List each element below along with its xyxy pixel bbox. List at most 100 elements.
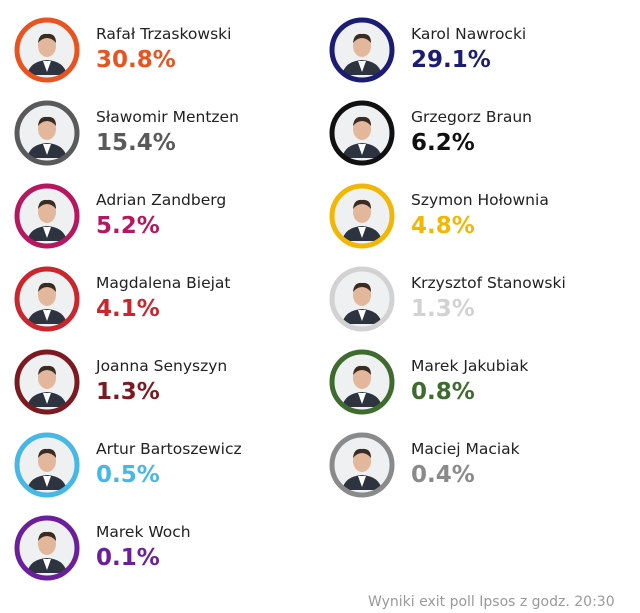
photo-head bbox=[38, 450, 56, 472]
candidate-card: Sławomir Mentzen 15.4% bbox=[14, 100, 314, 172]
photo-hair bbox=[353, 116, 371, 126]
candidate-photo bbox=[14, 17, 80, 83]
photo-head bbox=[38, 533, 56, 555]
candidate-photo bbox=[14, 266, 80, 332]
photo-head bbox=[353, 450, 371, 472]
photo-shirt bbox=[358, 393, 366, 404]
photo-ring bbox=[329, 266, 395, 332]
candidate-card: Marek Jakubiak 0.8% bbox=[329, 349, 629, 421]
photo-head bbox=[38, 35, 56, 57]
candidate-name: Artur Bartoszewicz bbox=[96, 440, 242, 458]
photo-shirt bbox=[358, 476, 366, 487]
candidate-photo bbox=[14, 100, 80, 166]
photo-ring bbox=[14, 17, 80, 83]
candidate-photo bbox=[329, 17, 395, 83]
photo-head bbox=[353, 367, 371, 389]
candidate-card: Karol Nawrocki 29.1% bbox=[329, 17, 629, 89]
candidate-name: Joanna Senyszyn bbox=[96, 357, 228, 375]
photo-shirt bbox=[43, 61, 51, 72]
candidate-result: 1.3% bbox=[411, 296, 475, 322]
candidate-result: 4.8% bbox=[411, 213, 475, 239]
photo-head bbox=[353, 35, 371, 57]
candidate-name: Maciej Maciak bbox=[411, 440, 520, 458]
candidate-name: Grzegorz Braun bbox=[411, 108, 532, 126]
candidate-card: Maciej Maciak 0.4% bbox=[329, 432, 629, 504]
photo-shirt bbox=[43, 310, 51, 321]
photo-hair bbox=[38, 33, 56, 43]
photo-head bbox=[38, 284, 56, 306]
photo-ring bbox=[14, 100, 80, 166]
photo-ring bbox=[14, 183, 80, 249]
candidate-photo bbox=[329, 266, 395, 332]
photo-shirt bbox=[43, 476, 51, 487]
candidate-name: Marek Woch bbox=[96, 523, 191, 541]
photo-hair bbox=[38, 282, 56, 292]
photo-ring bbox=[14, 349, 80, 415]
photo-hair bbox=[353, 199, 371, 209]
candidate-card: Krzysztof Stanowski 1.3% bbox=[329, 266, 629, 338]
candidate-card: Artur Bartoszewicz 0.5% bbox=[14, 432, 314, 504]
candidate-result: 0.1% bbox=[96, 545, 160, 571]
candidate-card: Grzegorz Braun 6.2% bbox=[329, 100, 629, 172]
candidate-result: 0.8% bbox=[411, 379, 475, 405]
candidate-result: 30.8% bbox=[96, 47, 176, 73]
photo-shirt bbox=[358, 61, 366, 72]
candidate-photo bbox=[329, 183, 395, 249]
candidate-photo bbox=[14, 349, 80, 415]
photo-shirt bbox=[43, 559, 51, 570]
candidate-photo bbox=[14, 432, 80, 498]
candidate-result: 0.5% bbox=[96, 462, 160, 488]
photo-ring bbox=[329, 432, 395, 498]
candidate-card: Szymon Hołownia 4.8% bbox=[329, 183, 629, 255]
candidate-name: Szymon Hołownia bbox=[411, 191, 549, 209]
candidate-result: 4.1% bbox=[96, 296, 160, 322]
photo-shirt bbox=[358, 310, 366, 321]
photo-head bbox=[38, 201, 56, 223]
photo-shirt bbox=[358, 227, 366, 238]
photo-hair bbox=[353, 365, 371, 375]
photo-hair bbox=[353, 33, 371, 43]
candidate-card: Adrian Zandberg 5.2% bbox=[14, 183, 314, 255]
photo-hair bbox=[353, 282, 371, 292]
photo-ring bbox=[14, 515, 80, 581]
candidate-photo bbox=[329, 100, 395, 166]
photo-shirt bbox=[43, 393, 51, 404]
footer-note: Wyniki exit poll Ipsos z godz. 20:30 bbox=[368, 594, 615, 610]
photo-ring bbox=[329, 349, 395, 415]
candidate-result: 15.4% bbox=[96, 130, 176, 156]
photo-hair bbox=[38, 116, 56, 126]
candidate-photo bbox=[329, 432, 395, 498]
candidate-name: Sławomir Mentzen bbox=[96, 108, 239, 126]
photo-hair bbox=[38, 448, 56, 458]
candidate-card: Joanna Senyszyn 1.3% bbox=[14, 349, 314, 421]
photo-shirt bbox=[358, 144, 366, 155]
photo-head bbox=[353, 201, 371, 223]
photo-shirt bbox=[43, 144, 51, 155]
photo-hair bbox=[38, 365, 56, 375]
photo-shirt bbox=[43, 227, 51, 238]
candidate-photo bbox=[329, 349, 395, 415]
photo-hair bbox=[38, 199, 56, 209]
photo-head bbox=[38, 118, 56, 140]
photo-head bbox=[38, 367, 56, 389]
photo-head bbox=[353, 118, 371, 140]
candidate-photo bbox=[14, 515, 80, 581]
photo-ring bbox=[14, 266, 80, 332]
photo-ring bbox=[14, 432, 80, 498]
candidate-name: Rafał Trzaskowski bbox=[96, 25, 232, 43]
candidate-result: 6.2% bbox=[411, 130, 475, 156]
candidate-photo bbox=[14, 183, 80, 249]
candidate-card: Magdalena Biejat 4.1% bbox=[14, 266, 314, 338]
photo-hair bbox=[353, 448, 371, 458]
candidate-result: 29.1% bbox=[411, 47, 491, 73]
photo-ring bbox=[329, 17, 395, 83]
candidate-name: Karol Nawrocki bbox=[411, 25, 527, 43]
candidate-name: Krzysztof Stanowski bbox=[411, 274, 566, 292]
candidate-card: Rafał Trzaskowski 30.8% bbox=[14, 17, 314, 89]
photo-hair bbox=[38, 531, 56, 541]
candidate-result: 1.3% bbox=[96, 379, 160, 405]
photo-ring bbox=[329, 100, 395, 166]
candidate-name: Magdalena Biejat bbox=[96, 274, 231, 292]
candidate-name: Adrian Zandberg bbox=[96, 191, 227, 209]
